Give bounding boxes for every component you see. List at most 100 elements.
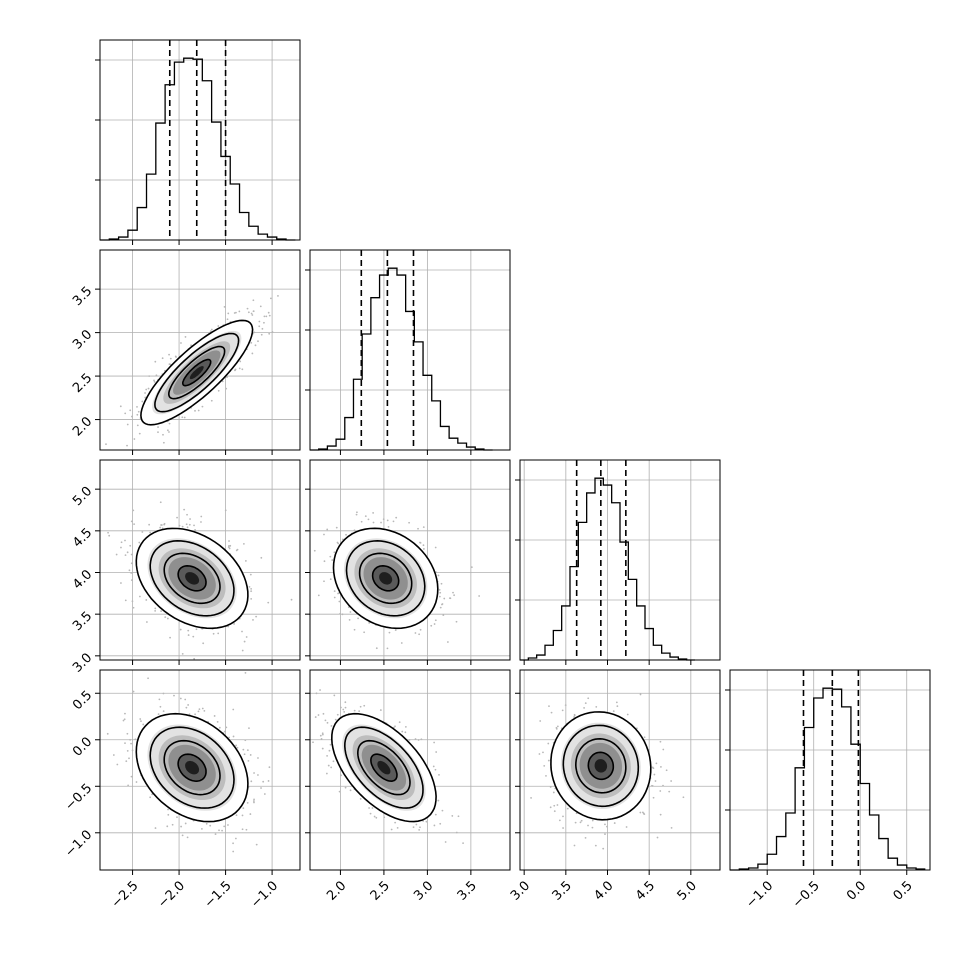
scatter-point bbox=[112, 754, 115, 756]
scatter-point bbox=[639, 693, 642, 696]
histogram-step bbox=[730, 687, 926, 871]
scatter-point bbox=[173, 694, 175, 697]
panel-background bbox=[310, 250, 510, 450]
scatter-point bbox=[584, 836, 587, 839]
scatter-point bbox=[249, 813, 252, 815]
scatter-point bbox=[226, 376, 228, 379]
scatter-point bbox=[556, 725, 559, 728]
scatter-point bbox=[430, 624, 433, 627]
scatter-point bbox=[244, 739, 247, 742]
scatter-point bbox=[339, 612, 342, 615]
scatter-point bbox=[228, 736, 231, 739]
scatter-point bbox=[641, 811, 644, 814]
scatter-point bbox=[235, 814, 238, 817]
scatter-point bbox=[232, 850, 235, 853]
scatter-point bbox=[235, 744, 237, 747]
scatter-point bbox=[183, 508, 186, 511]
scatter-point bbox=[217, 325, 220, 327]
scatter-point bbox=[326, 754, 328, 757]
contour-line bbox=[135, 712, 249, 823]
scatter-point bbox=[333, 596, 336, 599]
scatter-point bbox=[583, 707, 585, 709]
scatter-point bbox=[223, 305, 226, 308]
scatter-point bbox=[246, 749, 249, 752]
scatter-point bbox=[212, 632, 215, 635]
scatter-point bbox=[604, 833, 606, 836]
scatter-point bbox=[394, 821, 397, 824]
x-tick-label: 0.5 bbox=[891, 878, 916, 903]
scatter-point bbox=[317, 594, 320, 597]
scatter-point bbox=[345, 533, 347, 536]
scatter-point bbox=[131, 749, 134, 752]
scatter-point bbox=[653, 773, 656, 776]
scatter-point bbox=[130, 572, 133, 574]
scatter-point bbox=[651, 785, 654, 787]
scatter-point bbox=[330, 766, 333, 769]
scatter-point bbox=[179, 697, 182, 700]
x-tick-label: 3.5 bbox=[455, 878, 480, 903]
scatter-point bbox=[616, 705, 619, 708]
scatter-point bbox=[668, 790, 671, 793]
scatter-point bbox=[439, 606, 442, 609]
x-tick-label: 3.0 bbox=[411, 878, 436, 903]
scatter-point bbox=[209, 330, 212, 333]
scatter-point bbox=[550, 711, 553, 714]
scatter-point bbox=[639, 811, 642, 814]
scatter-point bbox=[181, 834, 184, 837]
scatter-point bbox=[478, 595, 481, 597]
scatter-point bbox=[353, 628, 356, 631]
x-tick-label: 2.0 bbox=[324, 878, 349, 903]
scatter-point bbox=[221, 380, 224, 383]
scatter-point bbox=[553, 810, 556, 813]
histogram-panel-1 bbox=[305, 249, 511, 455]
scatter-point bbox=[420, 738, 423, 741]
scatter-point bbox=[433, 741, 436, 744]
contour-line bbox=[370, 753, 398, 783]
scatter-point bbox=[136, 413, 139, 416]
panel-frame bbox=[309, 249, 511, 451]
scatter-point bbox=[132, 606, 135, 609]
scatter-point bbox=[386, 519, 389, 522]
scatter-point bbox=[197, 710, 200, 713]
scatter-point bbox=[201, 707, 204, 710]
scatter-point bbox=[404, 731, 407, 734]
scatter-point bbox=[462, 842, 464, 845]
scatter-point bbox=[134, 738, 137, 741]
histogram-panel-3: −1.0 −0.5 0.0 0.5 bbox=[725, 669, 931, 911]
scatter-point bbox=[338, 790, 341, 793]
scatter-point bbox=[412, 826, 415, 829]
scatter-point bbox=[247, 759, 250, 762]
scatter-point bbox=[269, 297, 272, 300]
scatter-point bbox=[349, 611, 352, 613]
scatter-point bbox=[250, 780, 253, 783]
scatter-point bbox=[161, 357, 164, 360]
scatter-point bbox=[228, 547, 231, 550]
scatter-point bbox=[419, 628, 422, 631]
density-level bbox=[185, 572, 200, 585]
scatter-point bbox=[357, 617, 359, 620]
scatter-point bbox=[322, 712, 325, 715]
density-level bbox=[185, 760, 200, 775]
scatter-point bbox=[328, 749, 331, 752]
scatter-point bbox=[136, 405, 138, 408]
scatter-point bbox=[373, 815, 376, 818]
scatter-point bbox=[579, 821, 582, 824]
scatter-point bbox=[652, 796, 655, 799]
contour-line bbox=[163, 552, 221, 605]
scatter-point bbox=[408, 738, 411, 741]
scatter-panel-2-3: 3.0 3.5 4.0 4.5 5.0 bbox=[508, 669, 721, 904]
scatter-point bbox=[252, 619, 254, 621]
scatter-point bbox=[659, 790, 662, 792]
scatter-point bbox=[108, 534, 111, 537]
scatter-point bbox=[124, 539, 126, 542]
scatter-point bbox=[130, 579, 133, 582]
scatter-point bbox=[179, 628, 182, 631]
scatter-point bbox=[254, 344, 257, 347]
scatter-point bbox=[268, 332, 271, 335]
scatter-point bbox=[604, 823, 606, 826]
scatter-panel-0-2: 3.0 3.5 4.0 4.5 5.0 bbox=[70, 459, 301, 676]
scatter-point bbox=[443, 597, 446, 600]
scatter-point bbox=[138, 541, 141, 544]
scatter-point bbox=[626, 713, 629, 716]
scatter-point bbox=[116, 763, 119, 766]
